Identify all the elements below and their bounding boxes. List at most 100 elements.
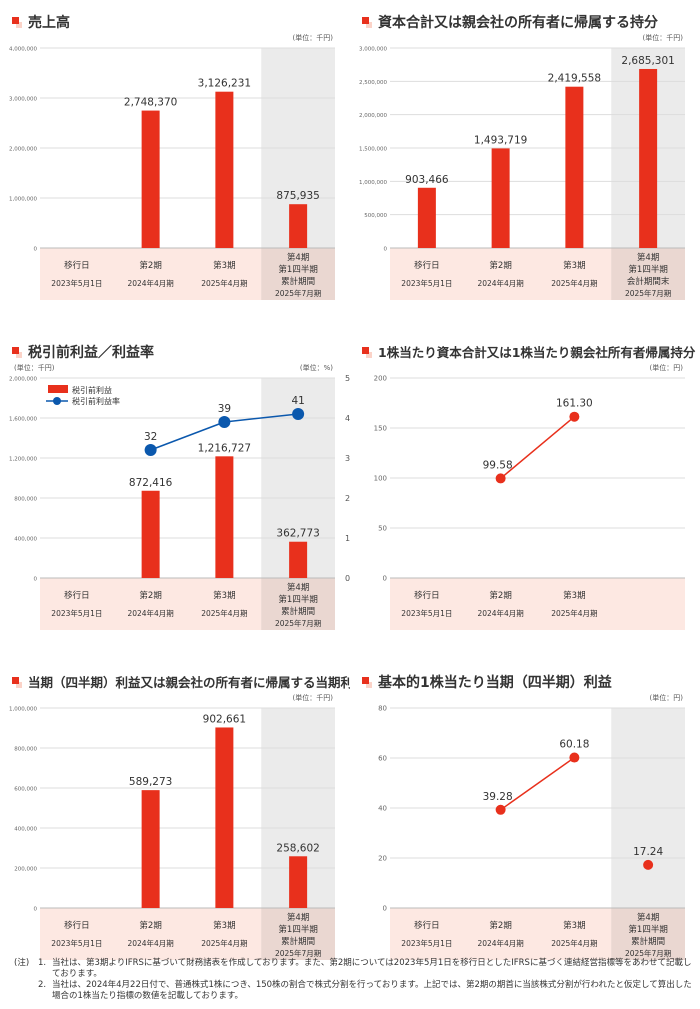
category-label: 2024年4月期 [127,608,173,618]
category-label: 累計期間 [281,606,315,617]
category-label: 第2期 [489,260,511,271]
legend-marker-icon [53,397,61,405]
category-label: 2023年5月1日 [51,938,102,948]
y-tick-label: 1,500,000 [359,147,387,153]
category-label: 第2期 [489,590,511,601]
bar [417,187,436,248]
chart-svg: 当期（四半期）利益又は親会社の所有者に帰属する当期利益 (単位：千円) 0 200,0… [9,675,350,960]
footnote-number: 2. [38,980,47,990]
chart-svg: 1株当たり資本合計又は1株当たり親会社所有者帰属持分 (単位：円) 0 50 100 15… [362,345,696,630]
data-point [495,473,506,484]
category-label: 移行日 [414,260,440,271]
y-tick-label: 600,000 [14,787,37,793]
y-tick-label: 1,000,000 [9,197,37,203]
bar-value-label: 362,773 [276,528,319,540]
category-label: 2025年7月期 [275,948,321,958]
chart-title: 当期（四半期）利益又は親会社の所有者に帰属する当期利益 [28,675,350,690]
unit-label: (単位：円) [650,363,684,372]
category-label: 第2期 [139,590,161,601]
chart-title: 基本的1株当たり当期（四半期）利益 [378,674,612,691]
y-tick-label: 60 [378,755,387,763]
bar [215,456,234,578]
chart-svg: 資本合計又は親会社の所有者に帰属する持分 (単位：千円) 0 500,000 1,000… [359,14,685,300]
category-band [390,578,685,630]
y-tick-label: 0 [34,247,38,253]
category-label: 第2期 [489,920,511,931]
category-label: 第4期 [637,912,659,923]
title-icon-shadow [16,682,22,688]
bar [565,86,584,248]
category-band-highlight [611,908,685,960]
category-label: 2025年4月期 [201,278,247,288]
point-value-label: 39 [218,403,231,415]
y-tick-label: 20 [378,855,387,863]
unit-label: (単位：千円) [293,33,334,42]
bar-value-label: 2,419,558 [548,73,601,85]
category-label: 移行日 [414,590,440,601]
y-tick-label: 1,200,000 [9,457,37,463]
data-point [569,752,580,763]
y-tick-label: 2,000,000 [9,147,37,153]
category-label: 第3期 [563,260,585,271]
category-label: 2023年5月1日 [51,608,102,618]
y-tick-label: 2,500,000 [359,80,387,86]
title-square-icon [362,677,369,684]
bar [289,856,308,908]
y-tick-label: 2,000,000 [359,113,387,119]
title-square-icon [12,347,19,354]
chart-svg: 税引前利益／利益率 (単位：千円) (単位：%) 0 400,000 800,000 1,2… [9,344,350,630]
y-tick-label: 1,600,000 [9,417,37,423]
y-right-tick-label: 50 [345,374,350,383]
category-label: 第1四半期 [278,594,317,605]
category-label: 2025年4月期 [551,938,597,948]
y-right-tick-label: 10 [345,534,350,543]
bar [639,68,658,248]
chart-panel-revenue: 売上高 (単位：千円) 0 1,000,000 2,000,000 3,000,000 4,… [0,0,350,320]
bar-value-label: 258,602 [276,842,319,854]
category-label: 第3期 [213,260,235,271]
category-label: 第3期 [563,590,585,601]
chart-title: 売上高 [28,14,70,31]
category-label: 2024年4月期 [127,938,173,948]
footnote-prefix: (注) [14,958,30,968]
chart-panel-eps: 基本的1株当たり当期（四半期）利益 (単位：円) 0 20 40 60 80 移行日 2023年… [350,660,700,980]
y-tick-label: 4,000,000 [9,47,37,53]
data-point [292,408,305,420]
unit-label-left: (単位：千円) [14,363,55,372]
category-label: 2024年4月期 [477,278,523,288]
category-label: 2024年4月期 [477,938,523,948]
y-tick-label: 100 [374,475,387,483]
category-label: 第4期 [287,912,309,923]
y-tick-label: 200 [374,375,387,383]
data-point [569,411,580,422]
chart-panel-equity: 資本合計又は親会社の所有者に帰属する持分 (単位：千円) 0 500,000 1,000… [350,0,700,320]
category-label: 移行日 [64,920,90,931]
category-label: 2025年7月期 [625,948,671,958]
y-tick-label: 0 [383,575,387,583]
category-label: 2023年5月1日 [401,278,452,288]
category-label: 累計期間 [281,936,315,947]
category-label: 第2期 [139,920,161,931]
footnotes: (注) 1. 当社は、第3期よりIFRSに基づいて財務諸表を作成しております。ま… [14,958,694,1002]
footnote-number: 1. [38,958,47,968]
data-point [643,859,654,870]
chart-title: 税引前利益／利益率 [28,344,154,361]
y-tick-label: 800,000 [14,747,37,753]
y-tick-label: 50 [378,525,387,533]
bar-value-label: 872,416 [129,477,173,489]
data-point [495,804,506,815]
chart-title: 資本合計又は親会社の所有者に帰属する持分 [378,14,658,31]
footnote-1: (注) 1. 当社は、第3期よりIFRSに基づいて財務諸表を作成しております。ま… [14,958,694,980]
y-tick-label: 1,000,000 [9,707,37,713]
category-label: 移行日 [64,260,90,271]
title-icon-shadow [16,22,22,28]
point-value-label: 60.18 [559,739,589,751]
bar-value-label: 2,685,301 [621,55,674,67]
bar [141,790,160,908]
data-point [218,416,231,428]
title-square-icon [362,17,369,24]
point-value-label: 39.28 [483,791,513,803]
category-label: 第4期 [287,582,309,593]
category-label: 移行日 [414,920,440,931]
bar-value-label: 902,661 [203,713,246,725]
